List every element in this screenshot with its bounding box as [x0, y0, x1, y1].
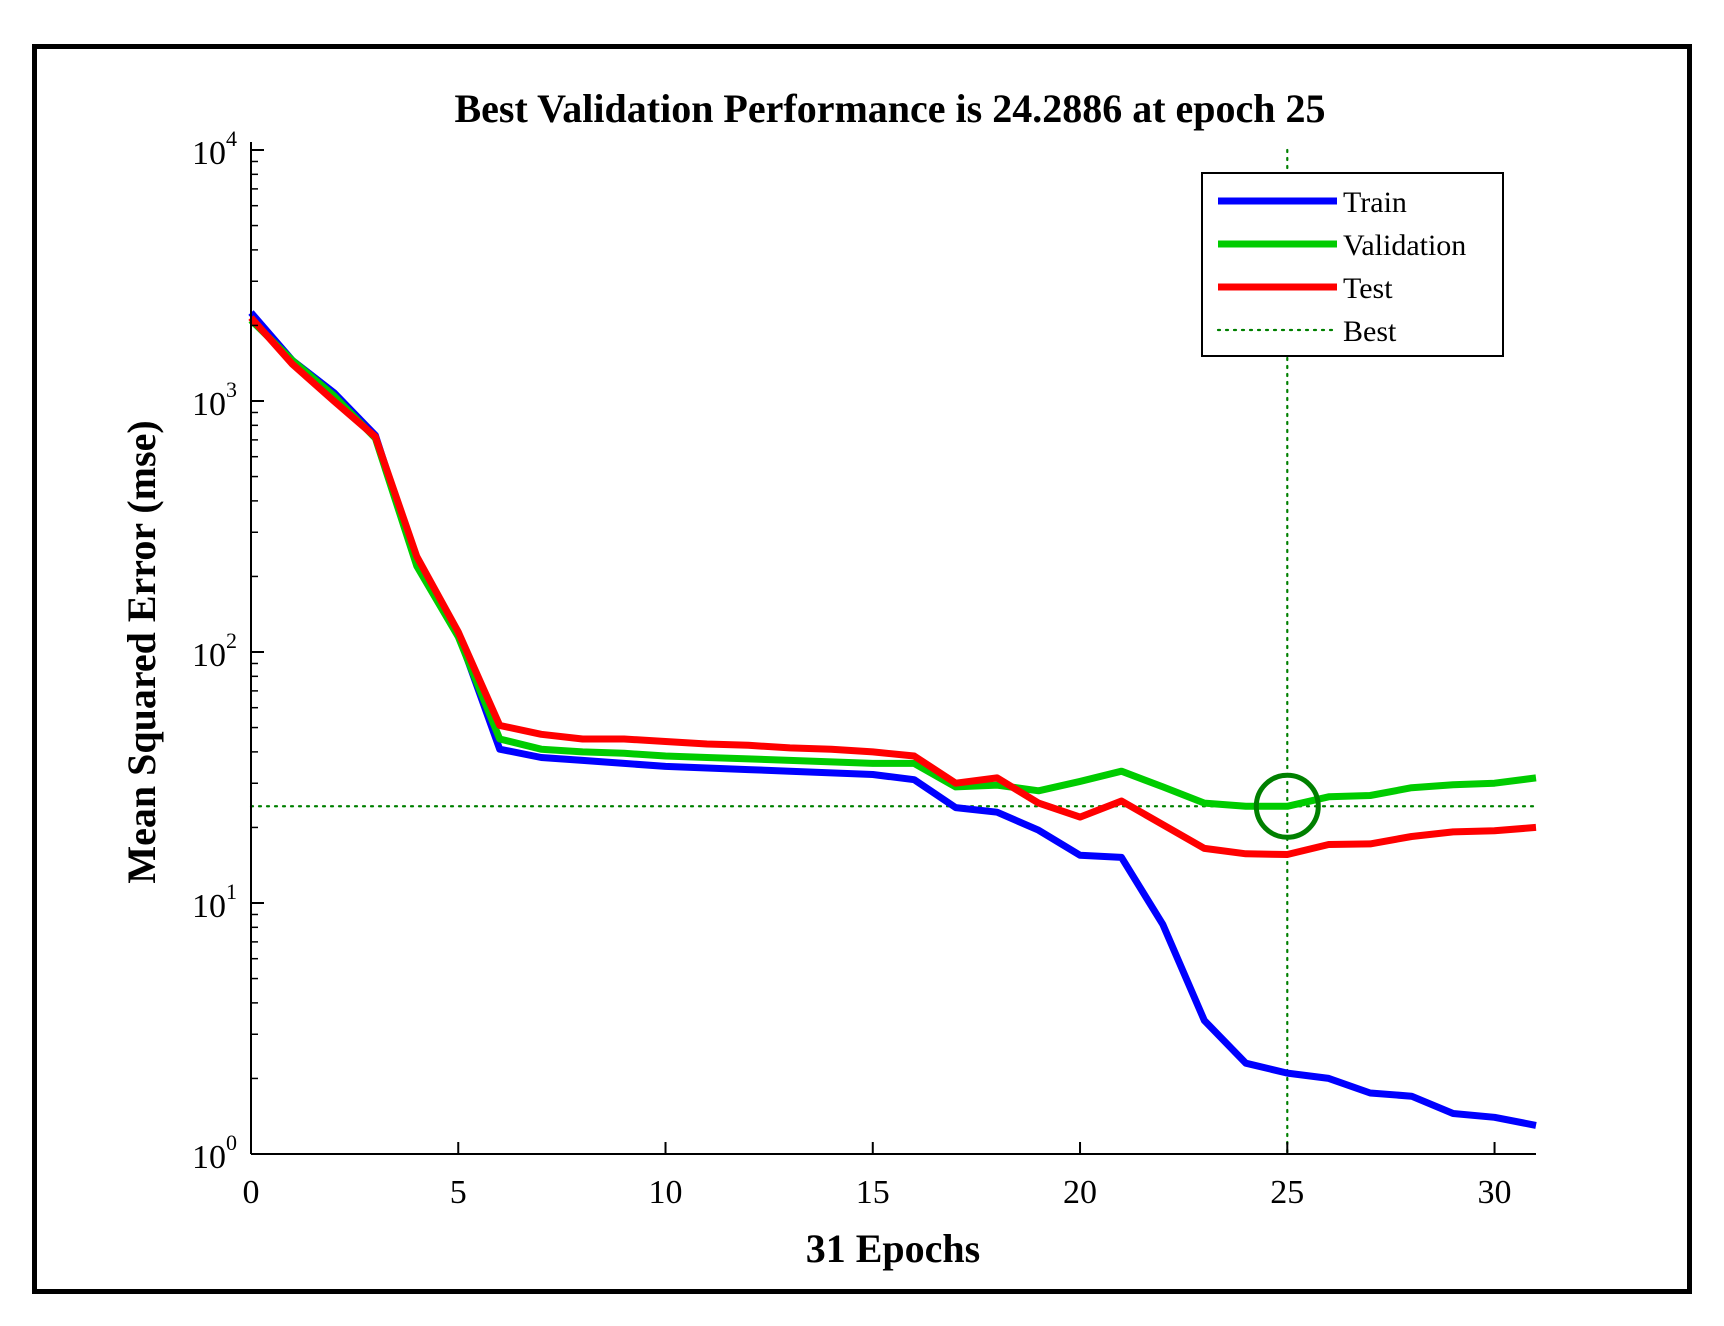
legend-label-test: Test: [1343, 272, 1393, 305]
series-line-test: [248, 315, 1537, 858]
legend-label-best: Best: [1343, 315, 1397, 348]
series-line-validation: [248, 317, 1537, 810]
series-line-train: [248, 310, 1537, 1129]
axes: 0 5 10 15 20 25 30 100 101 102 103 104: [192, 126, 1536, 1211]
x-axis-label: 31 Epochs: [806, 1226, 981, 1271]
y-tick-label: 104: [192, 126, 237, 172]
y-axis-ticks: 100 101 102 103 104: [192, 126, 264, 1176]
y-axis-label: Mean Squared Error (mse): [119, 420, 164, 883]
x-tick-label: 5: [450, 1174, 467, 1211]
legend-label-validation: Validation: [1343, 229, 1466, 262]
x-tick-label: 0: [243, 1174, 260, 1211]
y-tick-label: 100: [192, 1130, 237, 1176]
x-tick-label: 20: [1063, 1174, 1097, 1211]
legend: Train Validation Test Best: [1201, 172, 1504, 357]
best-marker-circle: [1253, 772, 1321, 840]
legend-label-train: Train: [1343, 186, 1407, 219]
x-axis-ticks: 0 5 10 15 20 25 30: [243, 1142, 1512, 1211]
x-tick-label: 10: [649, 1174, 683, 1211]
y-tick-label: 102: [192, 628, 237, 674]
x-tick-label: 30: [1478, 1174, 1512, 1211]
y-tick-label: 103: [192, 377, 237, 423]
chart-title: Best Validation Performance is 24.2886 a…: [454, 86, 1325, 131]
x-tick-label: 15: [856, 1174, 890, 1211]
y-tick-label: 101: [192, 879, 237, 925]
x-tick-label: 25: [1270, 1174, 1304, 1211]
